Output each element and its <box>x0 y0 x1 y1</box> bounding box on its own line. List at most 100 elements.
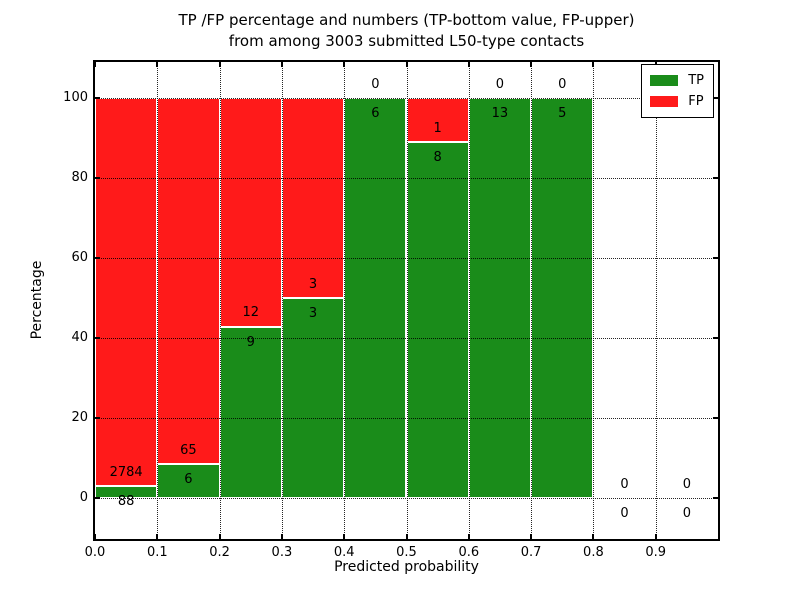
fp-count-label: 12 <box>242 305 260 321</box>
fp-count-label: 0 <box>495 76 505 92</box>
x-tick-label: 0.6 <box>458 545 480 560</box>
x-tick-label: 0.7 <box>520 545 542 560</box>
y-tick-right <box>713 97 718 99</box>
legend-entry-fp: FP <box>650 91 704 112</box>
horizontal-gridline <box>95 418 718 419</box>
legend-entry-tp: TP <box>650 70 704 91</box>
fp-bar-segment <box>95 98 158 486</box>
tp-count-label: 0 <box>620 506 629 521</box>
x-tick <box>530 534 533 539</box>
vertical-gridline <box>468 62 470 539</box>
x-tick <box>218 534 221 539</box>
tp-bar-segment <box>344 98 407 498</box>
x-tick-top <box>343 62 346 67</box>
y-tick-label: 100 <box>63 90 88 105</box>
x-tick-label: 0.3 <box>271 545 293 560</box>
x-tick-top <box>94 62 96 67</box>
y-tick <box>95 337 100 339</box>
vertical-gridline <box>157 62 159 539</box>
y-tick-label: 40 <box>71 330 88 345</box>
vertical-gridline <box>531 62 533 539</box>
fp-bar-segment <box>281 98 345 298</box>
y-tick <box>95 97 100 99</box>
y-tick-right <box>713 257 718 259</box>
x-tick-top <box>405 62 408 67</box>
tp-count-label: 5 <box>558 106 567 121</box>
x-tick <box>405 534 408 539</box>
tp-bar-segment <box>157 464 220 498</box>
x-tick-label: 0.1 <box>146 545 168 560</box>
fp-legend-swatch-icon <box>650 96 679 107</box>
y-tick-label: 20 <box>71 410 88 425</box>
fp-count-label: 1 <box>433 121 442 137</box>
legend-label: TP <box>688 73 704 88</box>
x-tick-label: 0.2 <box>209 545 230 560</box>
y-tick <box>95 177 100 179</box>
legend-label: FP <box>688 94 704 109</box>
vertical-gridline <box>219 62 221 539</box>
x-tick <box>592 534 595 539</box>
y-tick-label: 80 <box>71 170 88 185</box>
tp-bar-segment <box>531 98 594 498</box>
x-tick-top <box>592 62 595 67</box>
y-tick-label: 0 <box>79 490 88 505</box>
chart-title-line2: from among 3003 submitted L50-type conta… <box>228 32 585 50</box>
x-tick-label: 0.4 <box>333 545 355 560</box>
tp-count-label: 88 <box>117 493 135 509</box>
tp-count-label: 0 <box>682 506 691 521</box>
fp-count-label: 0 <box>620 476 629 492</box>
y-tick-right <box>713 337 718 339</box>
tp-bar-segment <box>95 485 158 498</box>
tp-count-label: 3 <box>308 306 318 321</box>
tp-bar-segment <box>406 142 469 498</box>
plot-area: TP FP 2784 88 65 6 12 9 3 3 0 6 1 8 0 13 0 5 0 0 0 0 <box>93 60 720 541</box>
fp-bar-segment <box>157 98 220 465</box>
chart-title: TP /FP percentage and numbers (TP-bottom… <box>93 10 720 52</box>
y-tick-right <box>713 177 718 179</box>
vertical-gridline <box>281 62 283 539</box>
x-axis-label: Predicted probability <box>334 559 479 575</box>
horizontal-gridline <box>95 258 718 259</box>
x-tick-top <box>530 62 533 67</box>
y-tick <box>95 257 100 259</box>
x-tick-label: 0.5 <box>396 545 417 560</box>
x-tick <box>94 534 96 539</box>
horizontal-gridline <box>95 338 718 339</box>
x-tick-label: 0.9 <box>645 545 667 560</box>
fp-count-label: 0 <box>371 76 380 92</box>
y-tick <box>95 497 100 499</box>
x-tick-top <box>280 62 283 67</box>
vertical-gridline <box>655 62 657 539</box>
fp-bar-segment <box>219 98 282 327</box>
y-tick-right <box>713 417 718 419</box>
x-tick <box>280 534 283 539</box>
vertical-gridline <box>344 62 346 539</box>
fp-count-label: 65 <box>180 443 197 458</box>
x-tick <box>467 534 470 539</box>
horizontal-gridline <box>95 178 718 179</box>
tp-count-label: 6 <box>371 106 380 121</box>
fp-count-label: 2784 <box>109 464 143 480</box>
tp-count-label: 9 <box>246 334 255 350</box>
x-tick-label: 0.8 <box>583 545 604 560</box>
tp-bar-segment <box>281 298 345 498</box>
y-tick-right <box>713 497 718 499</box>
tp-legend-swatch-icon <box>650 75 679 86</box>
horizontal-gridline <box>95 98 718 99</box>
fp-count-label: 0 <box>558 76 567 92</box>
x-tick-label: 0.0 <box>84 545 106 560</box>
tp-count-label: 8 <box>433 150 442 166</box>
vertical-gridline <box>406 62 408 539</box>
y-tick <box>95 417 100 419</box>
tp-count-label: 6 <box>184 472 193 488</box>
x-tick-top <box>467 62 470 67</box>
y-tick-label: 60 <box>71 250 88 265</box>
x-tick <box>156 534 159 539</box>
x-tick <box>343 534 346 539</box>
x-tick-top <box>218 62 221 67</box>
vertical-gridline <box>593 62 595 539</box>
fp-count-label: 0 <box>682 476 691 492</box>
chart-title-line1: TP /FP percentage and numbers (TP-bottom… <box>178 11 635 29</box>
tp-bar-segment <box>219 326 282 498</box>
